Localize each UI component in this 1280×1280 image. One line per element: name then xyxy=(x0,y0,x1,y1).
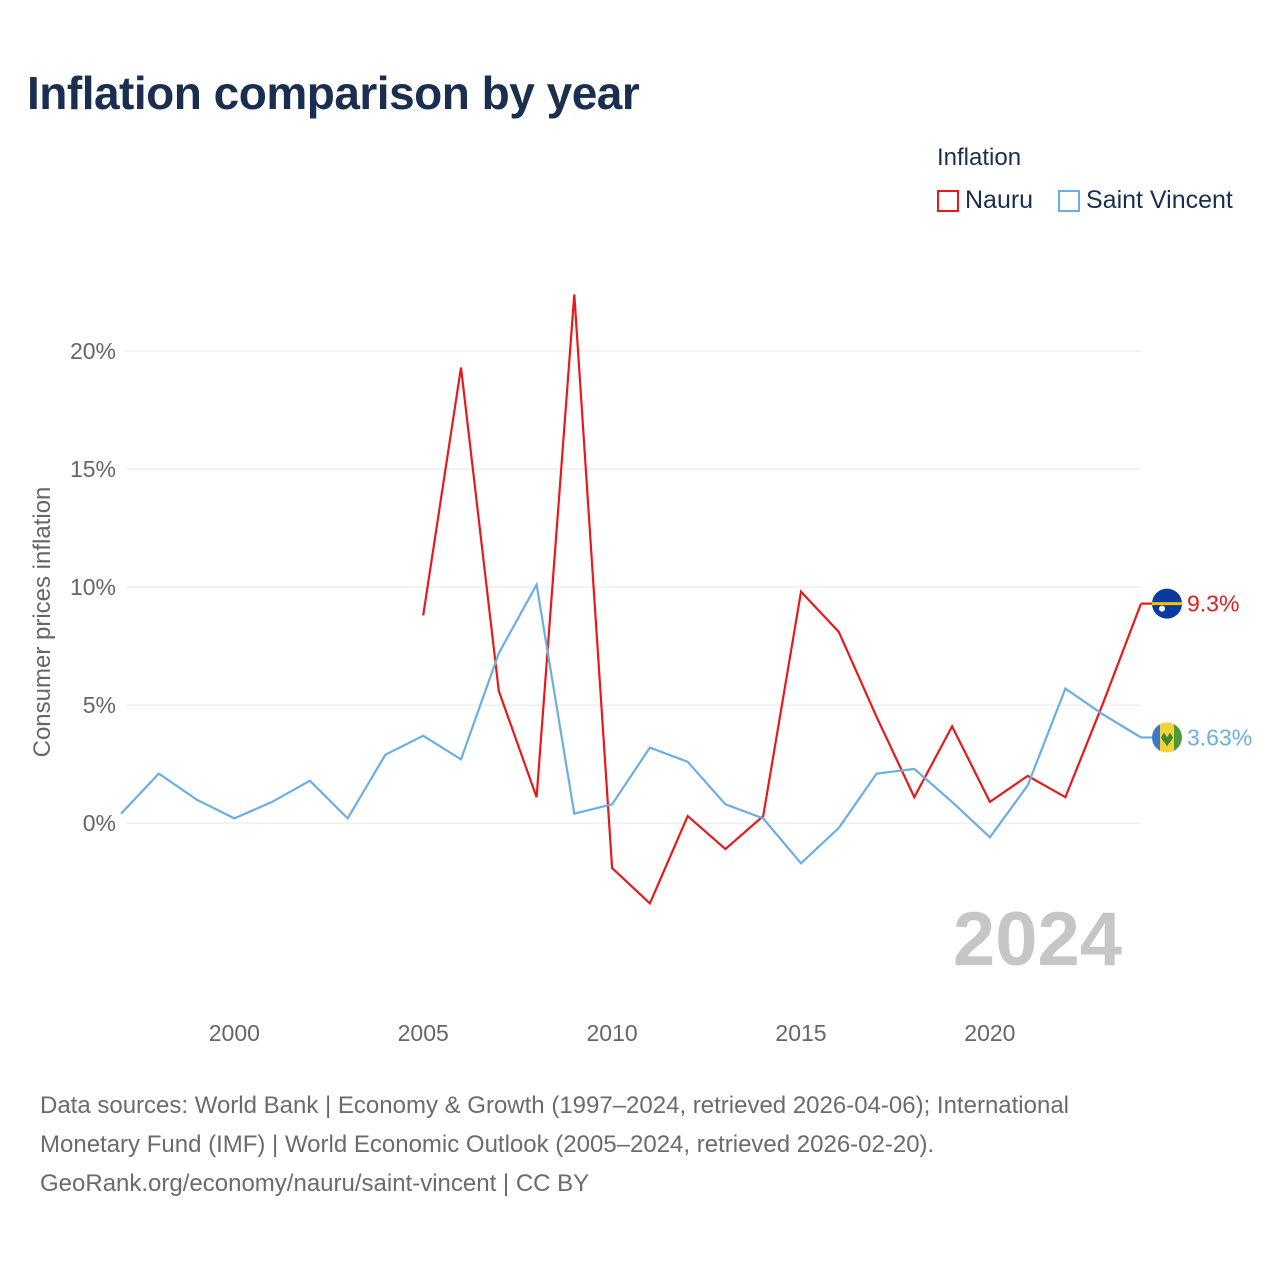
legend-label-saint-vincent: Saint Vincent xyxy=(1086,186,1233,214)
legend-swatch-nauru xyxy=(937,189,959,212)
sources-line-2: Monetary Fund (IMF) | World Economic Out… xyxy=(40,1131,935,1158)
series-lines xyxy=(120,294,1143,906)
y-axis-ticks: 0% 5% 10% 15% 20% xyxy=(70,338,116,836)
legend-label-nauru: Nauru xyxy=(965,186,1034,214)
sources-line-1: Data sources: World Bank | Economy & Gro… xyxy=(40,1092,1070,1119)
y-tick-label: 5% xyxy=(83,692,116,718)
end-value-label: 3.63% xyxy=(1187,724,1252,750)
x-tick-label: 2000 xyxy=(209,1020,260,1046)
legend-item-nauru[interactable]: Nauru xyxy=(937,186,1033,215)
y-tick-label: 0% xyxy=(83,810,116,836)
legend-item-saint-vincent[interactable]: Saint Vincent xyxy=(1058,186,1233,215)
x-axis-ticks: 2000 2005 2010 2015 2020 xyxy=(209,1020,1016,1046)
chart-title: Inflation comparison by year xyxy=(27,67,640,119)
gridlines xyxy=(126,350,1141,824)
y-tick-label: 10% xyxy=(70,574,116,600)
end-markers: 9.3% 3.63% xyxy=(1141,588,1252,753)
legend-title: Inflation xyxy=(937,144,1022,171)
saint-vincent-flag-icon xyxy=(1152,722,1182,753)
y-tick-label: 15% xyxy=(70,456,116,482)
x-tick-label: 2020 xyxy=(964,1020,1015,1046)
nauru-flag-icon xyxy=(1152,588,1182,619)
series-line-saint-vincent xyxy=(120,581,1142,865)
end-value-label: 9.3% xyxy=(1187,591,1239,617)
x-tick-label: 2005 xyxy=(398,1020,449,1046)
y-axis-label: Consumer prices inflation xyxy=(29,487,56,758)
series-line-nauru xyxy=(422,294,1143,906)
sources-line-3: GeoRank.org/economy/nauru/saint-vincent … xyxy=(40,1170,590,1197)
y-tick-label: 20% xyxy=(70,338,116,364)
legend-swatch-saint-vincent xyxy=(1058,189,1080,212)
x-tick-label: 2015 xyxy=(775,1020,826,1046)
x-tick-label: 2010 xyxy=(587,1020,638,1046)
data-sources: Data sources: World Bank | Economy & Gro… xyxy=(40,1086,1240,1203)
year-watermark: 2024 xyxy=(953,897,1122,982)
